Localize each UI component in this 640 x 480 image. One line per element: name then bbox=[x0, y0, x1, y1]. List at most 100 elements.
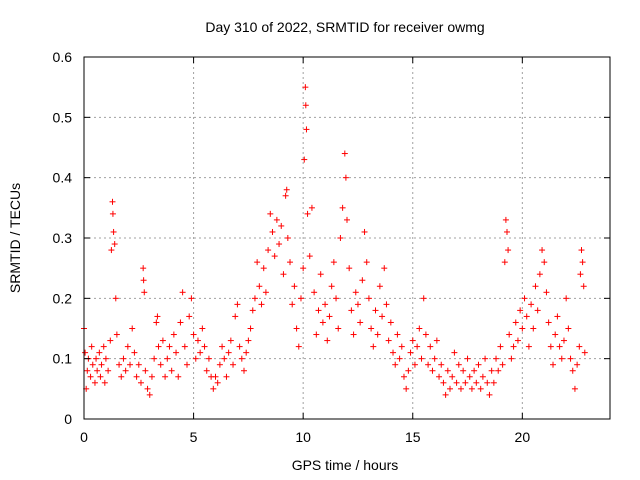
data-point bbox=[342, 174, 349, 181]
data-point bbox=[159, 337, 166, 344]
data-point bbox=[219, 343, 226, 350]
data-point bbox=[271, 253, 278, 260]
data-point bbox=[387, 319, 394, 326]
y-tick-label: 0.3 bbox=[53, 230, 73, 246]
data-point bbox=[418, 355, 425, 362]
data-point bbox=[221, 355, 228, 362]
data-point bbox=[521, 295, 528, 302]
data-point bbox=[475, 361, 482, 368]
data-point bbox=[368, 325, 375, 332]
data-point bbox=[532, 283, 539, 290]
data-point bbox=[181, 343, 188, 350]
data-point bbox=[565, 325, 572, 332]
data-point bbox=[420, 295, 427, 302]
data-point bbox=[280, 271, 287, 278]
data-point bbox=[234, 301, 241, 308]
data-point bbox=[508, 355, 515, 362]
data-point bbox=[101, 379, 108, 386]
data-point bbox=[501, 259, 508, 266]
x-tick-label: 10 bbox=[295, 429, 311, 445]
data-point bbox=[350, 331, 357, 338]
data-point bbox=[302, 102, 309, 109]
data-point bbox=[249, 307, 256, 314]
data-point bbox=[468, 385, 475, 392]
data-point bbox=[141, 289, 148, 296]
data-point bbox=[273, 216, 280, 223]
data-point bbox=[197, 349, 204, 356]
data-point bbox=[436, 373, 443, 380]
data-point bbox=[111, 241, 118, 248]
data-point bbox=[135, 361, 142, 368]
data-point bbox=[179, 289, 186, 296]
data-point bbox=[543, 289, 550, 296]
data-point bbox=[265, 247, 272, 254]
data-point bbox=[457, 385, 464, 392]
data-point bbox=[438, 361, 445, 368]
data-point bbox=[216, 361, 223, 368]
data-point bbox=[313, 331, 320, 338]
data-point bbox=[440, 379, 447, 386]
data-point bbox=[558, 355, 565, 362]
data-point bbox=[283, 186, 290, 193]
data-point bbox=[94, 367, 101, 374]
data-point bbox=[107, 337, 114, 344]
data-point bbox=[199, 325, 206, 332]
data-point bbox=[471, 367, 478, 374]
data-point bbox=[523, 313, 530, 320]
data-point bbox=[89, 361, 96, 368]
data-point bbox=[315, 307, 322, 314]
data-point bbox=[361, 228, 368, 235]
data-point bbox=[122, 367, 129, 374]
data-point bbox=[554, 313, 561, 320]
x-tick-label: 0 bbox=[80, 429, 88, 445]
data-point bbox=[146, 391, 153, 398]
data-point bbox=[140, 265, 147, 272]
data-point bbox=[473, 379, 480, 386]
data-point bbox=[547, 343, 554, 350]
data-point bbox=[482, 355, 489, 362]
data-point bbox=[120, 355, 127, 362]
data-point bbox=[576, 343, 583, 350]
data-point bbox=[98, 361, 105, 368]
data-point bbox=[118, 373, 125, 380]
data-point bbox=[148, 373, 155, 380]
data-point bbox=[175, 373, 182, 380]
data-point bbox=[525, 343, 532, 350]
data-point bbox=[157, 361, 164, 368]
data-point bbox=[499, 361, 506, 368]
data-point bbox=[269, 228, 276, 235]
data-point bbox=[84, 367, 91, 374]
data-point bbox=[110, 228, 117, 235]
data-point bbox=[581, 349, 588, 356]
y-tick-label: 0.1 bbox=[53, 351, 73, 367]
data-point bbox=[188, 295, 195, 302]
data-point bbox=[466, 373, 473, 380]
data-point bbox=[580, 283, 587, 290]
data-point bbox=[302, 84, 309, 91]
data-point bbox=[243, 349, 250, 356]
data-point bbox=[578, 247, 585, 254]
data-point bbox=[569, 367, 576, 374]
data-point bbox=[256, 283, 263, 290]
data-point bbox=[479, 373, 486, 380]
data-point bbox=[433, 337, 440, 344]
data-point bbox=[414, 343, 421, 350]
data-point bbox=[339, 204, 346, 211]
data-point bbox=[484, 379, 491, 386]
data-point bbox=[396, 355, 403, 362]
data-point bbox=[477, 385, 484, 392]
data-point bbox=[422, 331, 429, 338]
data-point bbox=[490, 379, 497, 386]
data-point bbox=[577, 271, 584, 278]
data-point bbox=[105, 367, 112, 374]
data-point bbox=[514, 337, 521, 344]
data-point bbox=[300, 265, 307, 272]
data-point bbox=[512, 319, 519, 326]
data-point bbox=[230, 361, 237, 368]
data-point bbox=[495, 367, 502, 374]
data-point bbox=[530, 325, 537, 332]
data-point bbox=[236, 343, 243, 350]
data-point bbox=[102, 355, 109, 362]
data-point bbox=[311, 289, 318, 296]
